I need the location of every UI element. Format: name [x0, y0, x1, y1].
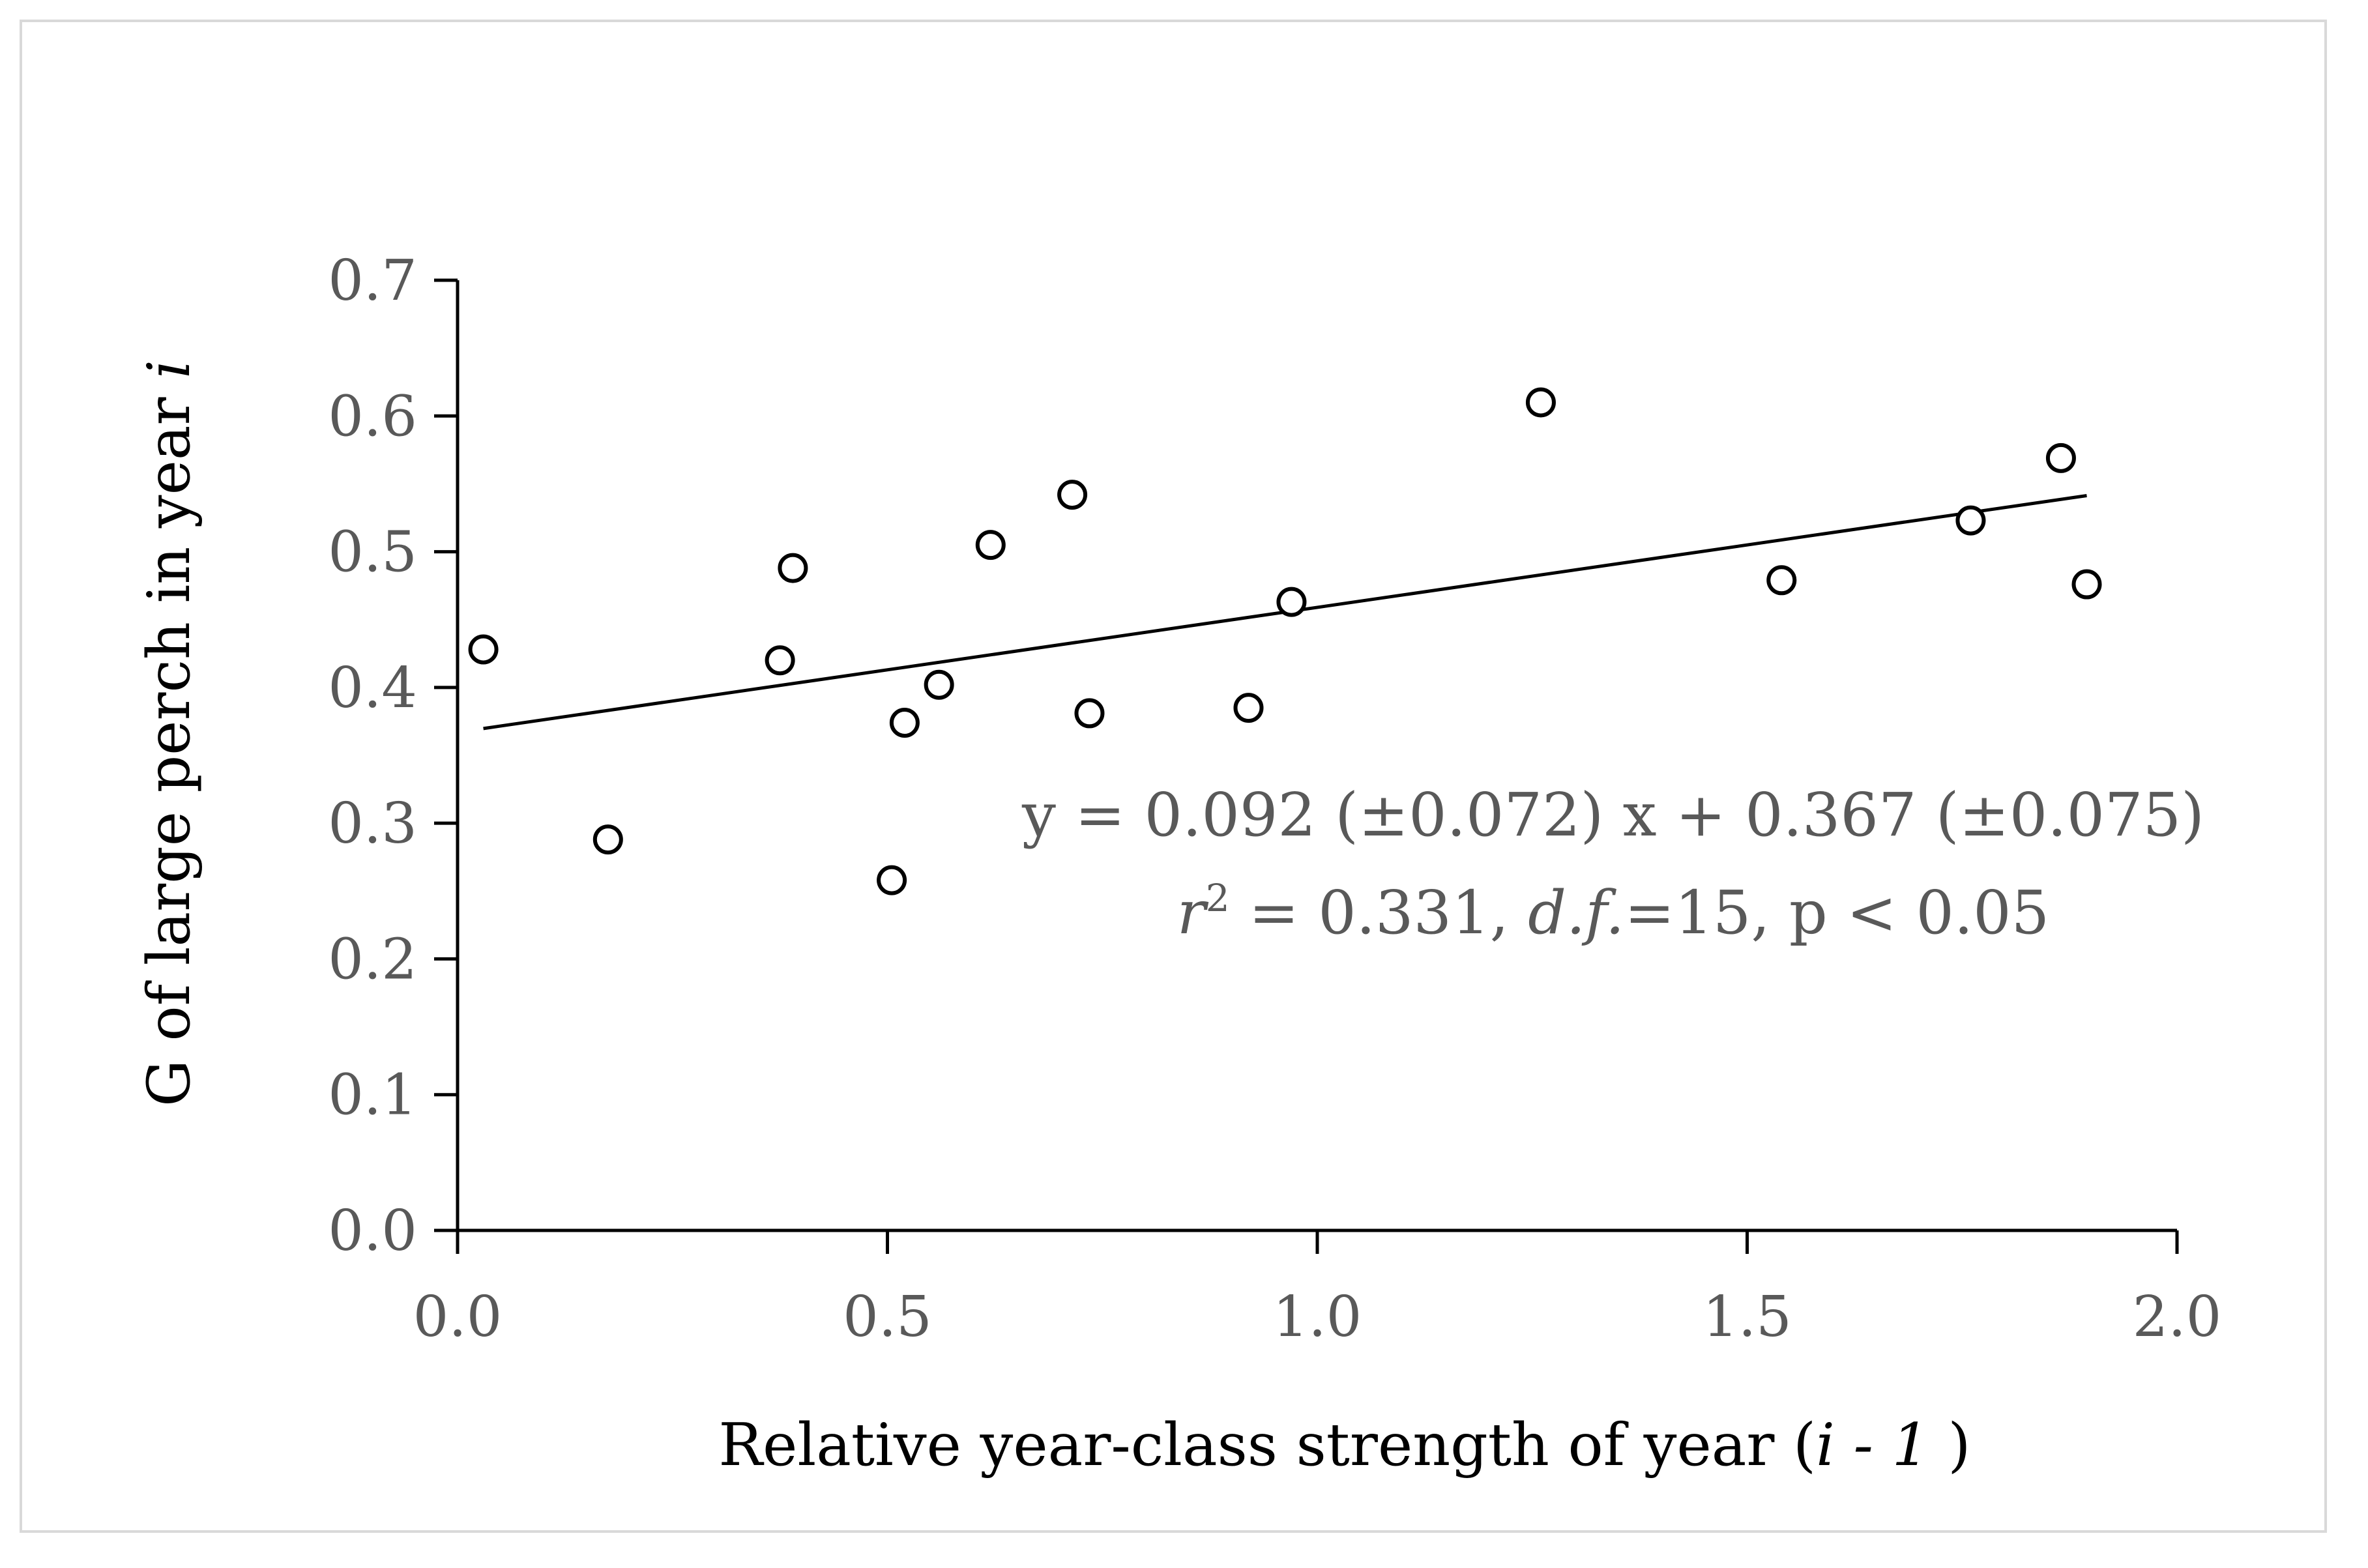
data-point	[1057, 480, 1088, 510]
data-point	[778, 553, 808, 583]
y-tick-label: 0.3	[328, 791, 417, 856]
y-axis-ticks: 0.0 0.1 0.2 0.3 0.4 0.5 0.6 0.7	[328, 248, 458, 1264]
data-point	[592, 824, 623, 855]
data-point	[2045, 443, 2076, 473]
data-point	[1525, 387, 1556, 418]
data-point	[877, 865, 907, 895]
data-points	[468, 387, 2102, 895]
y-tick-label: 0.5	[328, 520, 417, 585]
data-point	[765, 645, 795, 676]
chart-frame	[20, 20, 2327, 1533]
data-point	[1074, 698, 1105, 729]
data-point	[975, 530, 1006, 560]
data-point	[889, 708, 920, 738]
data-point	[1233, 693, 1264, 723]
y-tick-label: 0.0	[328, 1198, 417, 1264]
regression-stats: r2 = 0.331, d.f.=15, p < 0.05	[1177, 876, 2049, 948]
data-point	[1276, 587, 1307, 617]
x-tick-label: 2.0	[2133, 1285, 2222, 1350]
y-tick-label: 0.6	[328, 384, 417, 449]
y-tick-label: 0.4	[328, 656, 417, 721]
y-axis-title: G of large perch in year i	[135, 360, 203, 1107]
y-tick-label: 0.7	[328, 248, 417, 313]
y-tick-label: 0.1	[328, 1063, 417, 1128]
x-axis-title: Relative year-class strength of year (i …	[718, 1411, 1970, 1479]
data-point	[924, 669, 954, 700]
regression-equation: y = 0.092 (±0.072) x + 0.367 (±0.075)	[1021, 780, 2204, 850]
x-tick-label: 0.0	[413, 1285, 503, 1350]
data-point	[1955, 505, 1986, 536]
x-tick-label: 0.5	[843, 1285, 932, 1350]
x-tick-label: 1.0	[1273, 1285, 1362, 1350]
axes	[456, 280, 2177, 1232]
data-point	[2071, 569, 2102, 600]
data-point	[1766, 565, 1797, 596]
x-axis-ticks: 0.0 0.5 1.0 1.5 2.0	[413, 1230, 2222, 1350]
x-tick-label: 1.5	[1703, 1285, 1792, 1350]
data-point	[468, 634, 499, 665]
y-tick-label: 0.2	[328, 927, 417, 992]
